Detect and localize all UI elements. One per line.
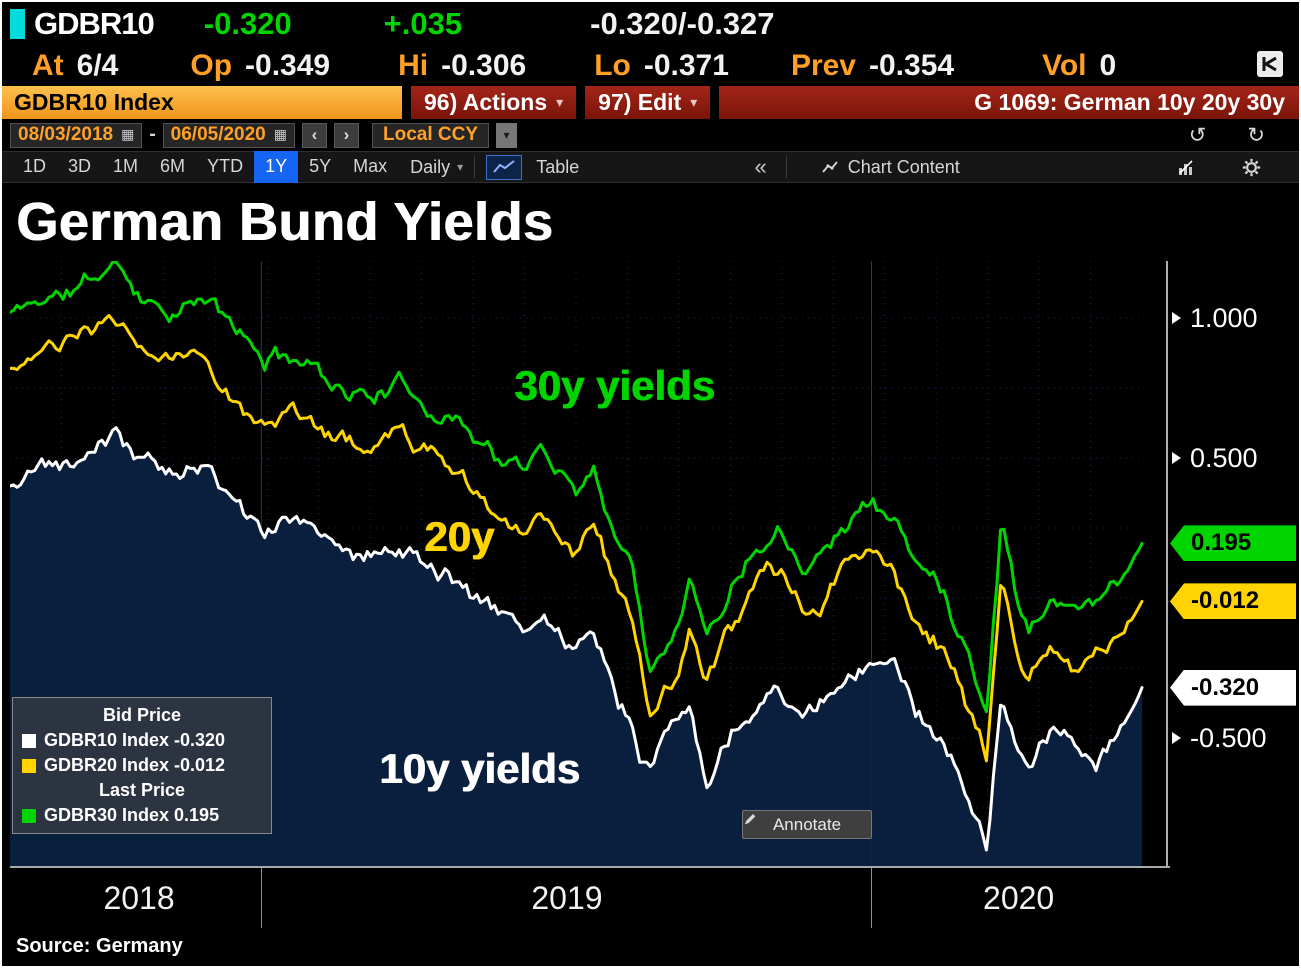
line-chart-icon	[493, 160, 515, 173]
chart-canvas[interactable]	[10, 261, 1170, 866]
chart-content-icon	[822, 160, 838, 173]
table-view-button[interactable]: Table	[536, 156, 580, 177]
stat-high: Hi -0.306	[398, 49, 527, 82]
x-axis: 2018 2019 2020	[10, 866, 1170, 930]
stat-open: Op -0.349	[190, 49, 331, 82]
chart-content-button[interactable]: Chart Content	[822, 157, 960, 178]
y-axis-tick: -0.500	[1172, 723, 1267, 753]
shift-range-forward-button[interactable]: ›	[333, 122, 359, 148]
range-button-6M[interactable]: 6M	[160, 156, 186, 176]
panel-title: G 1069: German 10y 20y 30y	[974, 89, 1285, 115]
legend-swatch-icon	[22, 808, 36, 823]
bid-ask-quote: -0.320/-0.327	[590, 6, 775, 41]
legend-swatch-icon	[22, 758, 36, 773]
annotate-button[interactable]: Annotate	[742, 810, 872, 839]
date-controls: 08/03/2018 ▦ - 06/05/2020 ▦ ‹ › Local CCY …	[2, 119, 1299, 151]
undo-icon[interactable]: ↺	[1188, 123, 1207, 147]
calendar-icon: ▦	[121, 127, 135, 143]
gear-icon[interactable]	[1242, 158, 1261, 177]
actions-menu-button[interactable]: 96) Actions ▾	[411, 86, 577, 119]
legend-item: GDBR10 Index -0.320	[13, 728, 271, 753]
command-ribbon: GDBR10 Index 96) Actions ▾ 97) Edit ▾ G 10…	[2, 86, 1299, 119]
x-axis-label: 2020	[983, 880, 1055, 916]
period-select[interactable]: Daily ▾	[410, 156, 464, 177]
currency-dropdown-button[interactable]: ▾	[496, 122, 518, 148]
chart-legend: Bid Price GDBR10 Index -0.320 GDBR20 Index…	[12, 697, 272, 834]
range-button-1M[interactable]: 1M	[113, 156, 139, 176]
pencil-icon	[745, 814, 756, 825]
x-axis-label: 2019	[531, 880, 603, 916]
range-button-1Y[interactable]: 1Y	[254, 151, 299, 183]
ticker-symbol: GDBR10	[34, 6, 155, 41]
divider	[474, 156, 476, 178]
currency-select[interactable]: Local CCY	[371, 122, 490, 148]
collapse-panel-button[interactable]: «	[754, 154, 767, 179]
legend-title: Bid Price	[102, 705, 182, 725]
last-price-badge-GDBR10: -0.320	[1170, 669, 1296, 706]
range-button-YTD[interactable]: YTD	[207, 156, 244, 176]
series-label-30y: 30y yields	[514, 362, 715, 409]
security-marker-icon	[10, 9, 25, 39]
chevron-down-icon: ▾	[457, 160, 464, 174]
page-title: German Bund Yields	[16, 192, 554, 252]
date-to-input[interactable]: 06/05/2020 ▦	[162, 122, 295, 148]
legend-item: GDBR20 Index -0.012	[13, 753, 271, 778]
series-label-10y: 10y yields	[379, 745, 580, 792]
x-axis-label: 2018	[103, 880, 175, 916]
stat-volume: Vol 0	[1042, 49, 1117, 82]
chevron-down-icon: ▾	[690, 94, 698, 110]
stat-low: Lo -0.371	[594, 49, 729, 82]
quote-stats: At 6/4 Op -0.349 Hi -0.306 Lo -0.371 Prev -0.…	[2, 46, 1299, 86]
y-axis-tick: 0.500	[1172, 443, 1258, 473]
calendar-icon: ▦	[273, 127, 287, 143]
price-change: +.035	[383, 6, 463, 41]
last-price: -0.320	[203, 6, 292, 41]
last-price-badge-GDBR30: 0.195	[1170, 525, 1296, 562]
y-axis-tick: 1.000	[1172, 303, 1258, 333]
range-button-1D[interactable]: 1D	[23, 156, 47, 176]
year-divider-tick	[261, 868, 263, 928]
security-field[interactable]: GDBR10 Index	[2, 86, 402, 119]
range-button-Max[interactable]: Max	[353, 156, 388, 176]
legend-swatch-icon	[22, 733, 36, 748]
range-button-5Y[interactable]: 5Y	[309, 156, 332, 176]
range-button-3D[interactable]: 3D	[68, 156, 92, 176]
y-axis: 1.000 0.500 -0.500 0.195 -0.012 -0.320	[1170, 261, 1297, 866]
series-label-20y: 20y	[424, 513, 495, 560]
divider	[785, 156, 787, 178]
line-chart-view-button[interactable]	[486, 154, 523, 180]
last-price-badge-GDBR20: -0.012	[1170, 583, 1296, 620]
source-note: Source: Germany	[16, 935, 183, 957]
stat-at: At 6/4	[32, 49, 119, 82]
shift-range-back-button[interactable]: ‹	[301, 122, 327, 148]
chart-plot-area: 30y yields 20y 10y yields Bid Price GDBR1…	[10, 261, 1170, 866]
year-divider-tick	[871, 868, 873, 928]
legend-item-label: GDBR10 Index -0.320	[44, 730, 226, 750]
chart-toolbar: 1D 3D 1M 6M YTD 1Y 5Y Max Daily ▾ Table « Chart …	[2, 151, 1299, 183]
date-range-separator: -	[149, 124, 156, 145]
stat-prev: Prev -0.354	[790, 49, 955, 82]
export-icon[interactable]	[1255, 49, 1285, 79]
chart-region: 30y yields 20y 10y yields Bid Price GDBR1…	[2, 261, 1299, 866]
legend-title: Last Price	[98, 780, 186, 800]
legend-item-label: GDBR20 Index -0.012	[44, 755, 226, 775]
edit-menu-button[interactable]: 97) Edit ▾	[585, 86, 711, 119]
quote-header: GDBR10 -0.320 +.035 -0.320/-0.327	[2, 2, 1299, 46]
edit-chart-icon[interactable]	[1177, 159, 1194, 176]
range-buttons: 1D 3D 1M 6M YTD 1Y 5Y Max	[12, 151, 398, 183]
redo-icon[interactable]: ↻	[1247, 123, 1265, 147]
chevron-down-icon: ▾	[556, 94, 564, 110]
panel-title-bar: G 1069: German 10y 20y 30y	[719, 86, 1299, 119]
legend-item: GDBR30 Index 0.195	[13, 803, 271, 828]
date-from-input[interactable]: 08/03/2018 ▦	[10, 122, 143, 148]
legend-item-label: GDBR30 Index 0.195	[44, 805, 220, 825]
